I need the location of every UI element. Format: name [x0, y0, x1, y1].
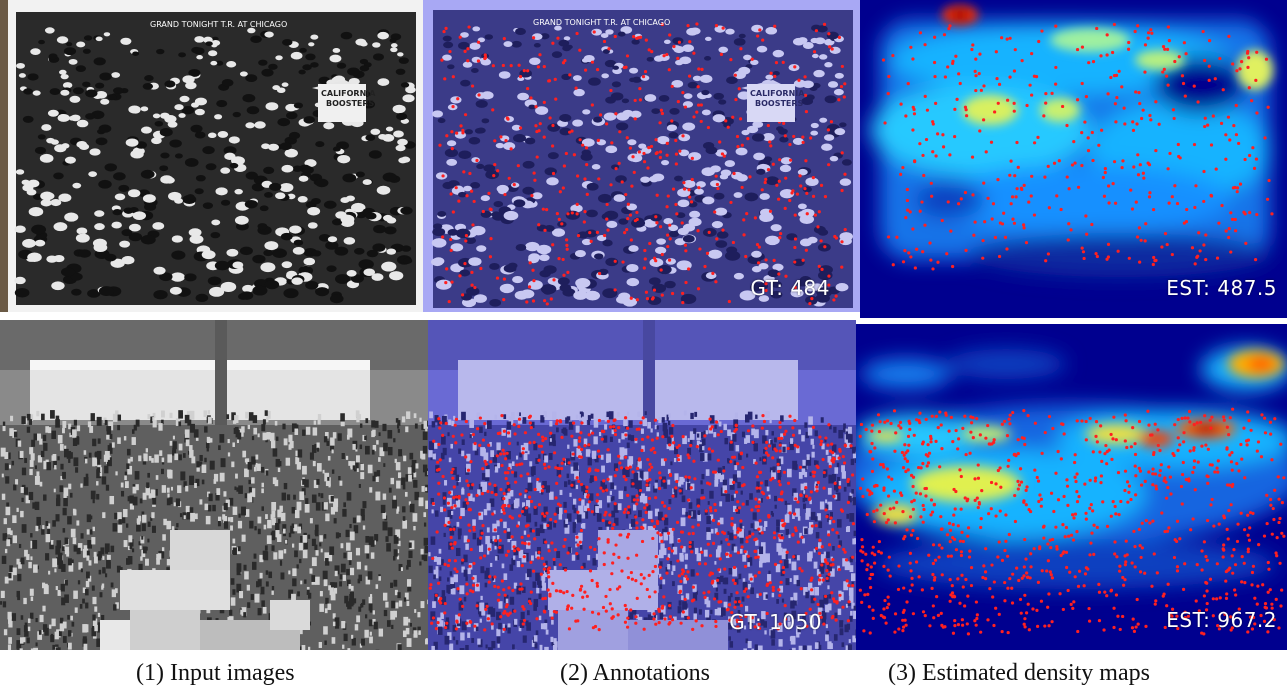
est-count-label: EST: 487.5 [1166, 276, 1277, 300]
input-image-crowd-2 [0, 320, 428, 650]
gt-count-label: GT: 484 [750, 276, 830, 300]
svg-text:BOOSTERS: BOOSTERS [326, 99, 375, 108]
sign: CALIFORNIA BOOSTERS [312, 80, 376, 122]
input-image-crowd-1: GRAND TONIGHT T.R. AT CHICAGO CALIFORNIA… [0, 0, 423, 312]
caption-density-maps: (3) Estimated density maps [888, 660, 1150, 686]
density-map-1: EST: 487.5 [860, 0, 1287, 318]
annotation-image-1: GRAND TONIGHT T.R. AT CHICAGO CALIFORNIA… [423, 0, 860, 312]
svg-text:BOOSTERS: BOOSTERS [755, 99, 804, 108]
caption-annotations: (2) Annotations [560, 660, 710, 686]
svg-text:CALIFORNIA: CALIFORNIA [321, 89, 376, 98]
svg-text:GRAND TONIGHT T.R. AT CHICAGO: GRAND TONIGHT T.R. AT CHICAGO [533, 18, 670, 27]
gt-count-label: GT: 1050 [729, 610, 822, 634]
svg-text:CALIFORNIA: CALIFORNIA [750, 89, 805, 98]
est-count-label: EST: 967.2 [1166, 608, 1277, 632]
vehicles [100, 530, 310, 650]
photo-caption-text: GRAND TONIGHT T.R. AT CHICAGO [150, 20, 287, 29]
sign: CALIFORNIA BOOSTERS [741, 80, 805, 122]
density-map-2: EST: 967.2 [856, 324, 1287, 650]
annotation-image-2: GT: 1050 [428, 320, 856, 650]
caption-input-images: (1) Input images [136, 660, 295, 686]
